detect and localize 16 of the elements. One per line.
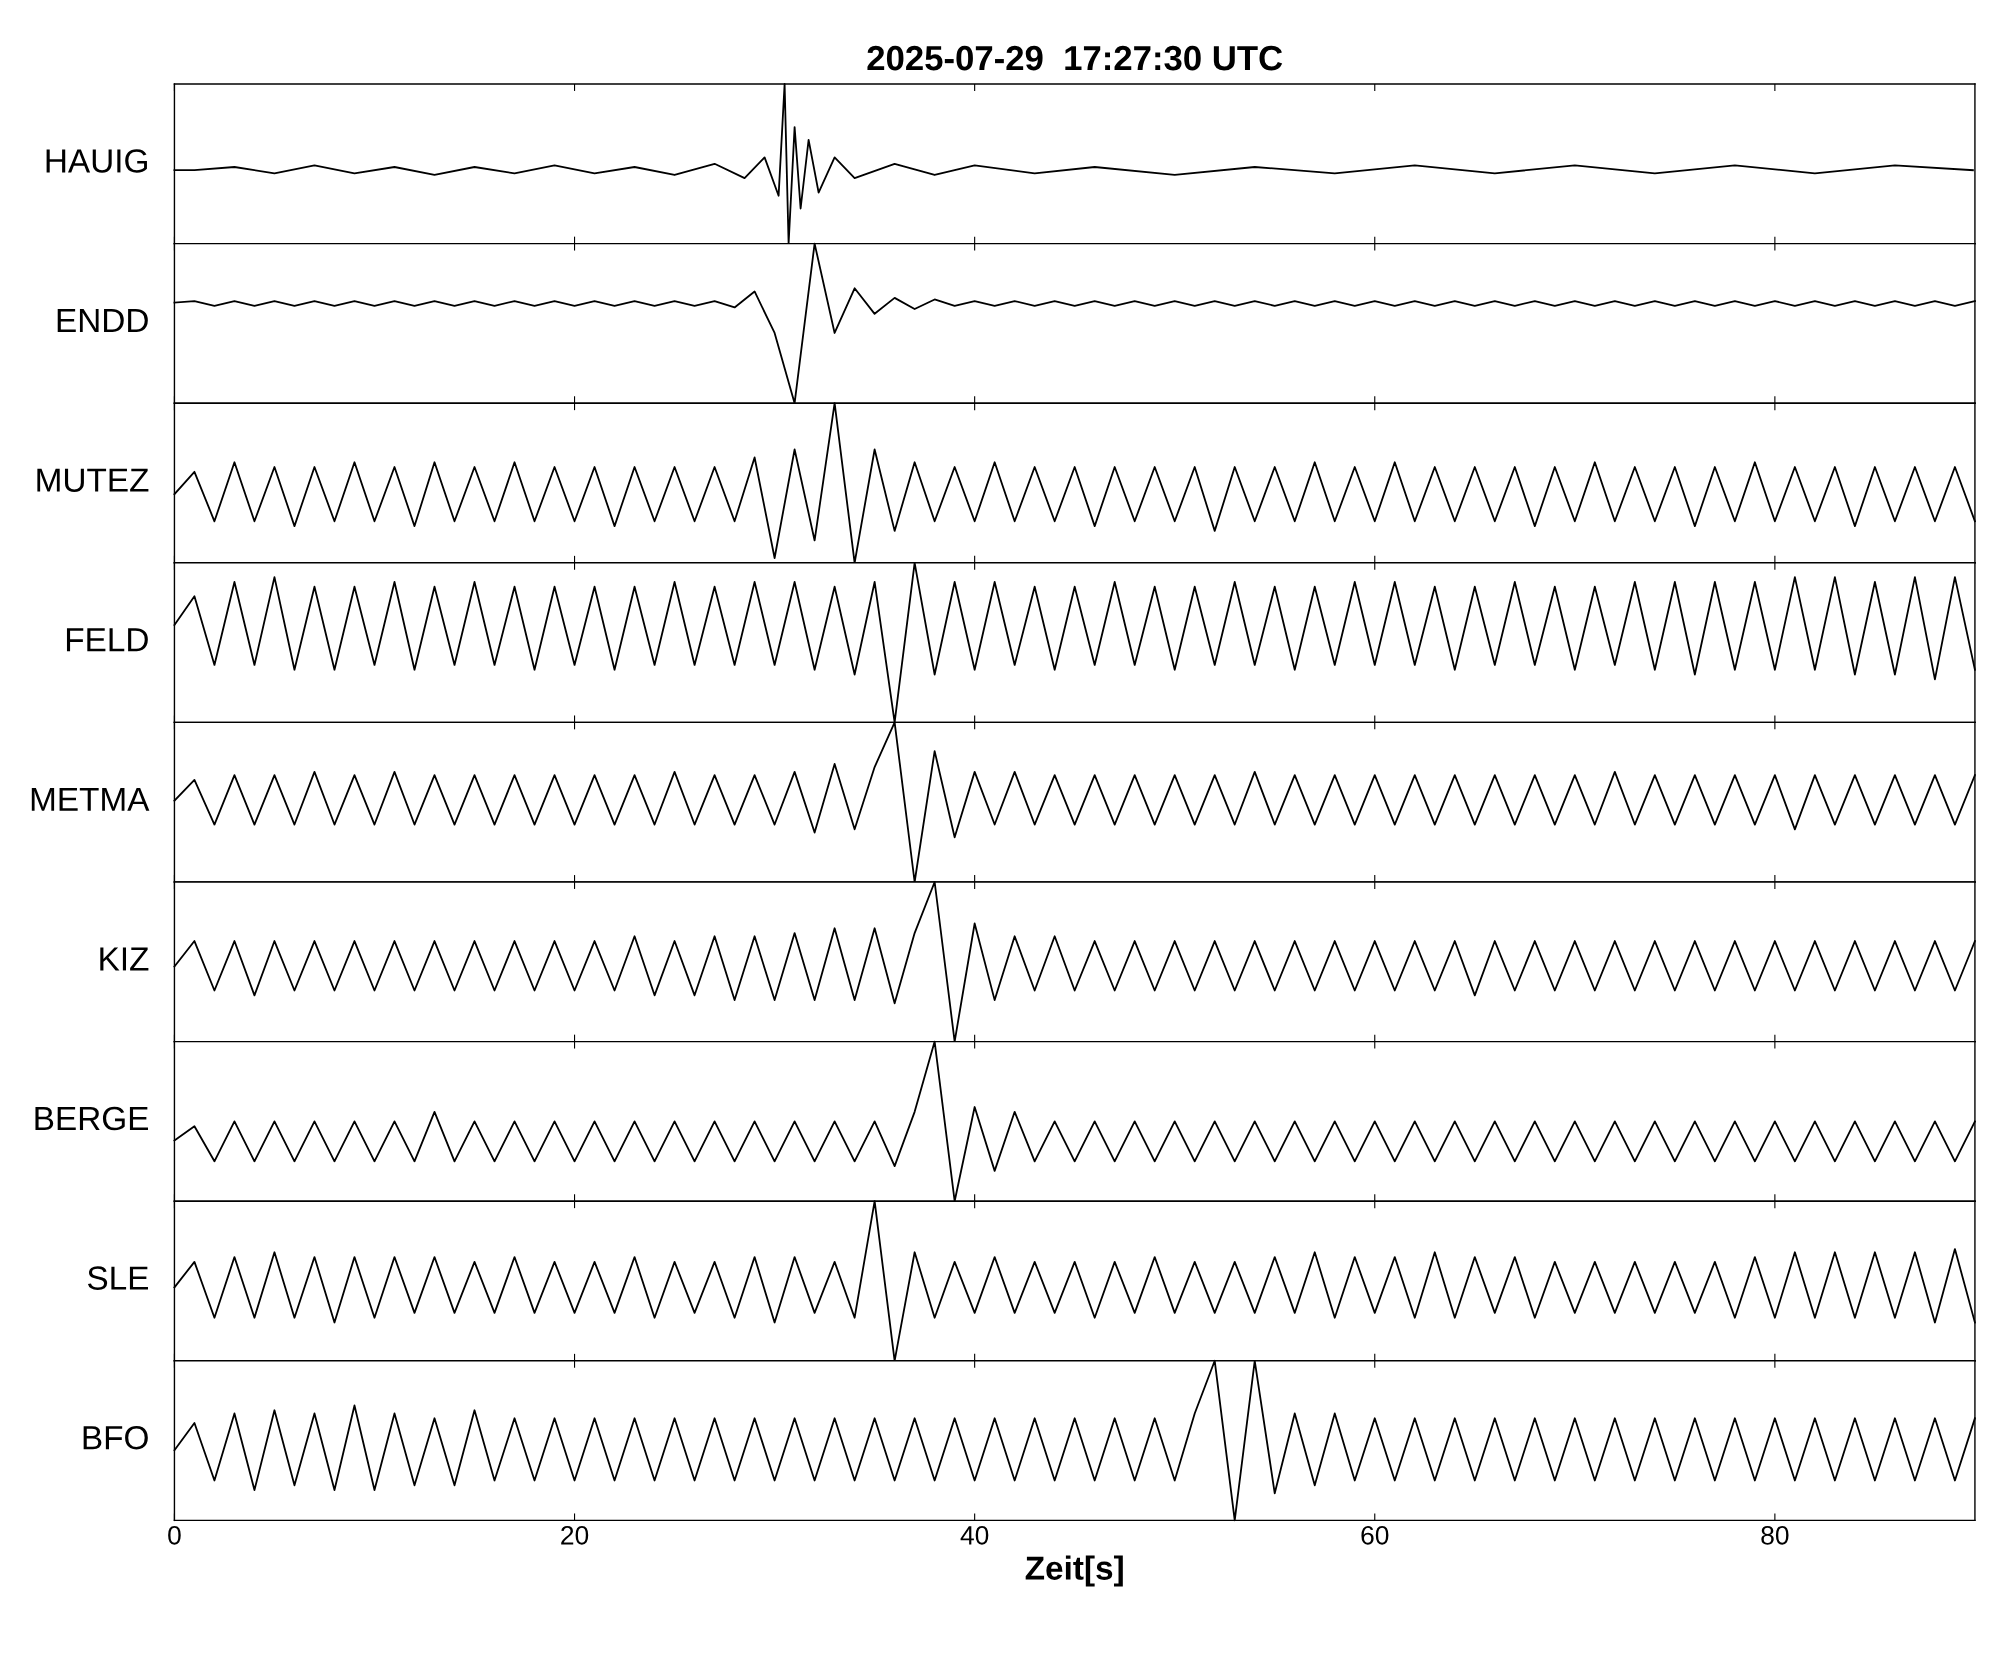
y-axis-title: ENDD: [57, 309, 148, 333]
x-tick-label: 0: [168, 1525, 181, 1545]
x-tick-label: 40: [960, 1525, 989, 1545]
y-axis-title: MUTEZ: [37, 468, 149, 492]
y-axis-title: FELD: [66, 628, 148, 652]
x-tick-label: 80: [1761, 1525, 1789, 1545]
y-axis-title: METMA: [31, 787, 150, 811]
x-tick-label: 60: [1361, 1525, 1389, 1545]
chart-title: 2025-07-29 17:27:30 UTC: [867, 45, 1283, 71]
x-axis-title: Zeit[s]: [1025, 1555, 1123, 1587]
y-axis-title: KIZ: [100, 947, 149, 971]
y-axis-title: HAUIG: [46, 149, 147, 173]
x-tick-label: 20: [561, 1525, 589, 1545]
y-axis-title: BERGE: [35, 1106, 148, 1131]
y-axis-title: BFO: [83, 1425, 148, 1450]
y-axis-title: SLE: [87, 1266, 148, 1290]
